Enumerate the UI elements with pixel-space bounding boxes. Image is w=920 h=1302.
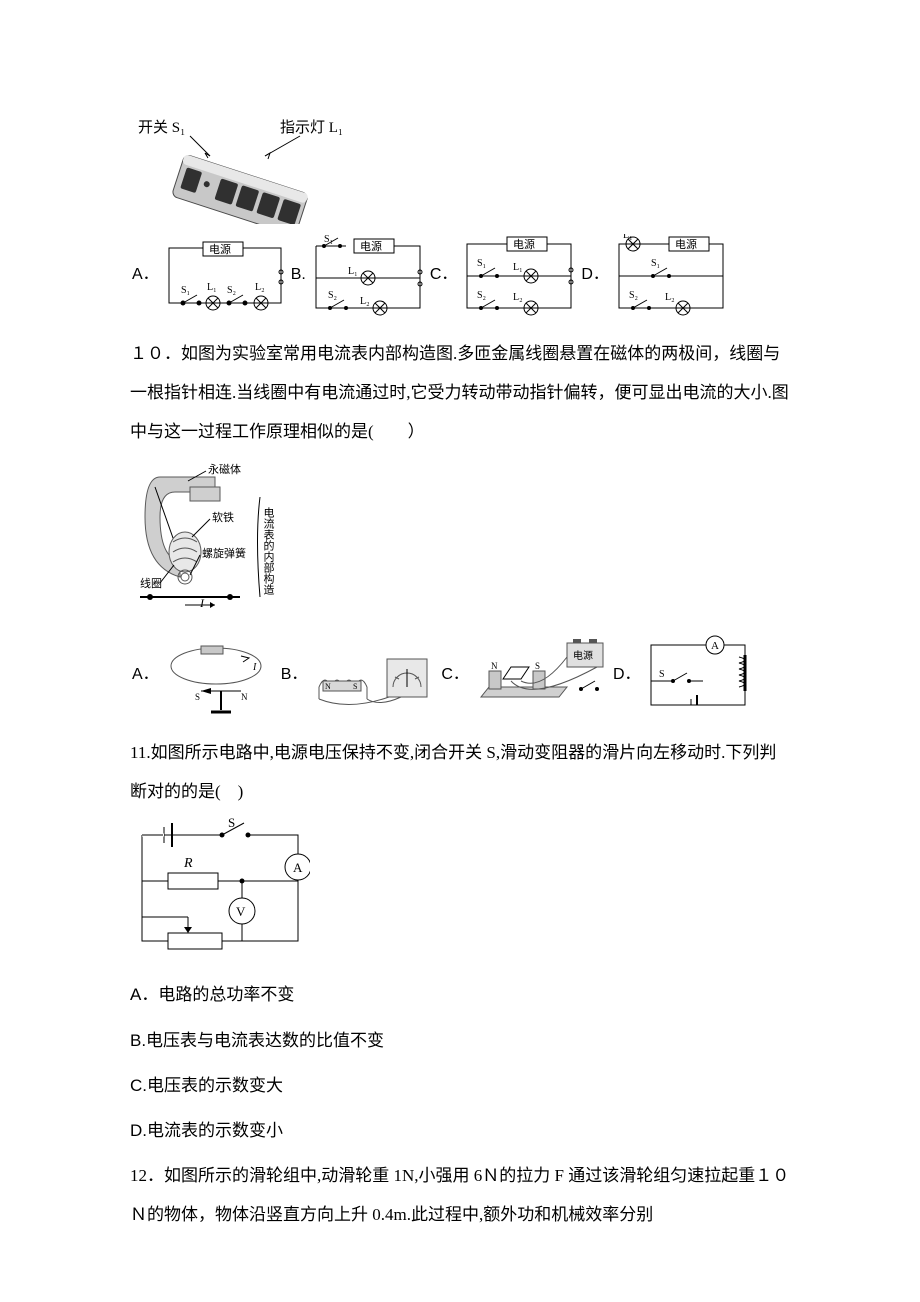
q10-optB-fig: N S	[309, 639, 439, 711]
circA-L1: L₁	[207, 282, 217, 293]
q10-optA-letter: A．	[132, 657, 159, 694]
q10A-S: S	[195, 692, 200, 702]
ammeter-internal-diagram: I 永磁体 软铁 螺旋弹簧 线圈 电流表的内部构造	[130, 457, 290, 617]
label-switch-s1: 开关 S₁	[138, 119, 185, 136]
label-I: I	[199, 596, 205, 610]
power-strip-diagram: 开关 S₁ 指示灯 L₁	[130, 114, 360, 224]
q11-S: S	[228, 817, 235, 830]
q10-optC-fig: 电源 N S	[471, 637, 611, 713]
lbl-soft-iron: 软铁	[212, 510, 234, 524]
q11-optC: C.电压表的示数变大	[130, 1066, 790, 1105]
circB-S1: S₁	[324, 234, 333, 245]
circuit-b: S₁ 电源 L₁ S₂ L₂	[308, 234, 428, 316]
q11-optD: D.电流表的示数变小	[130, 1111, 790, 1150]
q10-optB-letter: B．	[281, 657, 308, 694]
circuit-a: 电源 S₁ L₁ S₂ L₂	[161, 238, 289, 313]
circB-L2: L₂	[360, 296, 370, 307]
option-d-letter: D．	[581, 257, 609, 294]
q10-options: A． I S N B． N S	[130, 635, 790, 715]
svg-text:N: N	[325, 682, 331, 691]
svg-text:S: S	[353, 682, 357, 691]
q11-figure: S A R V	[130, 817, 790, 957]
circC-L2: L₂	[513, 292, 523, 303]
circB-power: 电源	[360, 239, 382, 253]
q10C-power: 电源	[573, 649, 593, 662]
lbl-spring: 螺旋弹簧	[202, 546, 246, 560]
circD-L1: L₁	[623, 234, 633, 241]
option-b-letter: B.	[291, 257, 306, 294]
svg-text:I: I	[252, 662, 257, 673]
circD-power: 电源	[675, 237, 697, 251]
q10-ammeter-figure: I 永磁体 软铁 螺旋弹簧 线圈 电流表的内部构造	[130, 457, 790, 617]
svg-text:N: N	[491, 661, 498, 671]
circuit-c: 电源 S₁ L₁ S₂ L₂	[459, 234, 579, 316]
circuit-d: L₁ 电源 S₁ S₂ L₂	[611, 234, 731, 316]
q11-text: 11.如图所示电路中,电源电压保持不变,闭合开关 S,滑动变阻器的滑片向左移动时…	[130, 733, 790, 811]
circA-power: 电源	[209, 242, 231, 256]
q10D-S: S	[659, 669, 665, 680]
circA-S1: S₁	[181, 285, 190, 296]
circD-S1: S₁	[651, 258, 660, 269]
q10-text: １０．如图为实验室常用电流表内部构造图.多匝金属线圈悬置在磁体的两极间，线圈与一…	[130, 334, 790, 451]
q12-text: 12．如图所示的滑轮组中,动滑轮重 1N,小强用 6Ｎ的拉力 F 通过该滑轮组匀…	[130, 1156, 790, 1234]
option-a-letter: A．	[132, 257, 159, 294]
circC-S2: S₂	[477, 290, 486, 301]
q11-optB: B.电压表与电流表达数的比值不变	[130, 1021, 790, 1060]
q10-optC-letter: C．	[441, 657, 469, 694]
circC-L1: L₁	[513, 262, 523, 273]
lbl-side: 电流表的内部构造	[262, 507, 275, 595]
q9-top-figure: 开关 S₁ 指示灯 L₁	[130, 114, 790, 224]
circC-S1: S₁	[477, 258, 486, 269]
option-c-letter: C．	[430, 257, 458, 294]
q10A-N: N	[241, 692, 248, 702]
lbl-coil: 线圈	[140, 576, 162, 590]
arrow-left	[190, 136, 210, 156]
circA-S2: S₂	[227, 285, 236, 296]
svg-text:S: S	[535, 661, 540, 671]
q11-V: V	[236, 904, 246, 919]
q9-circuit-options: A． 电源 S₁ L₁ S₂ L₂	[130, 234, 790, 316]
circC-power: 电源	[513, 237, 535, 251]
circD-S2: S₂	[629, 290, 638, 301]
q11-circuit: S A R V	[130, 817, 310, 957]
q10D-A: A	[711, 640, 719, 652]
circB-L1: L₁	[348, 266, 358, 277]
q11-optA: A．电路的总功率不变	[130, 975, 790, 1014]
circB-S2: S₂	[328, 290, 337, 301]
q10-optA-fig: I S N	[161, 636, 279, 714]
circD-L2: L₂	[665, 292, 675, 303]
q11-A: A	[293, 860, 303, 875]
lbl-perm-magnet: 永磁体	[208, 462, 241, 476]
q10-optD-fig: A S	[643, 635, 753, 715]
q10-optD-letter: D．	[613, 657, 641, 694]
q11-R: R	[183, 856, 193, 871]
label-indicator-l1: 指示灯 L₁	[280, 119, 343, 136]
circA-L2: L₂	[255, 282, 265, 293]
